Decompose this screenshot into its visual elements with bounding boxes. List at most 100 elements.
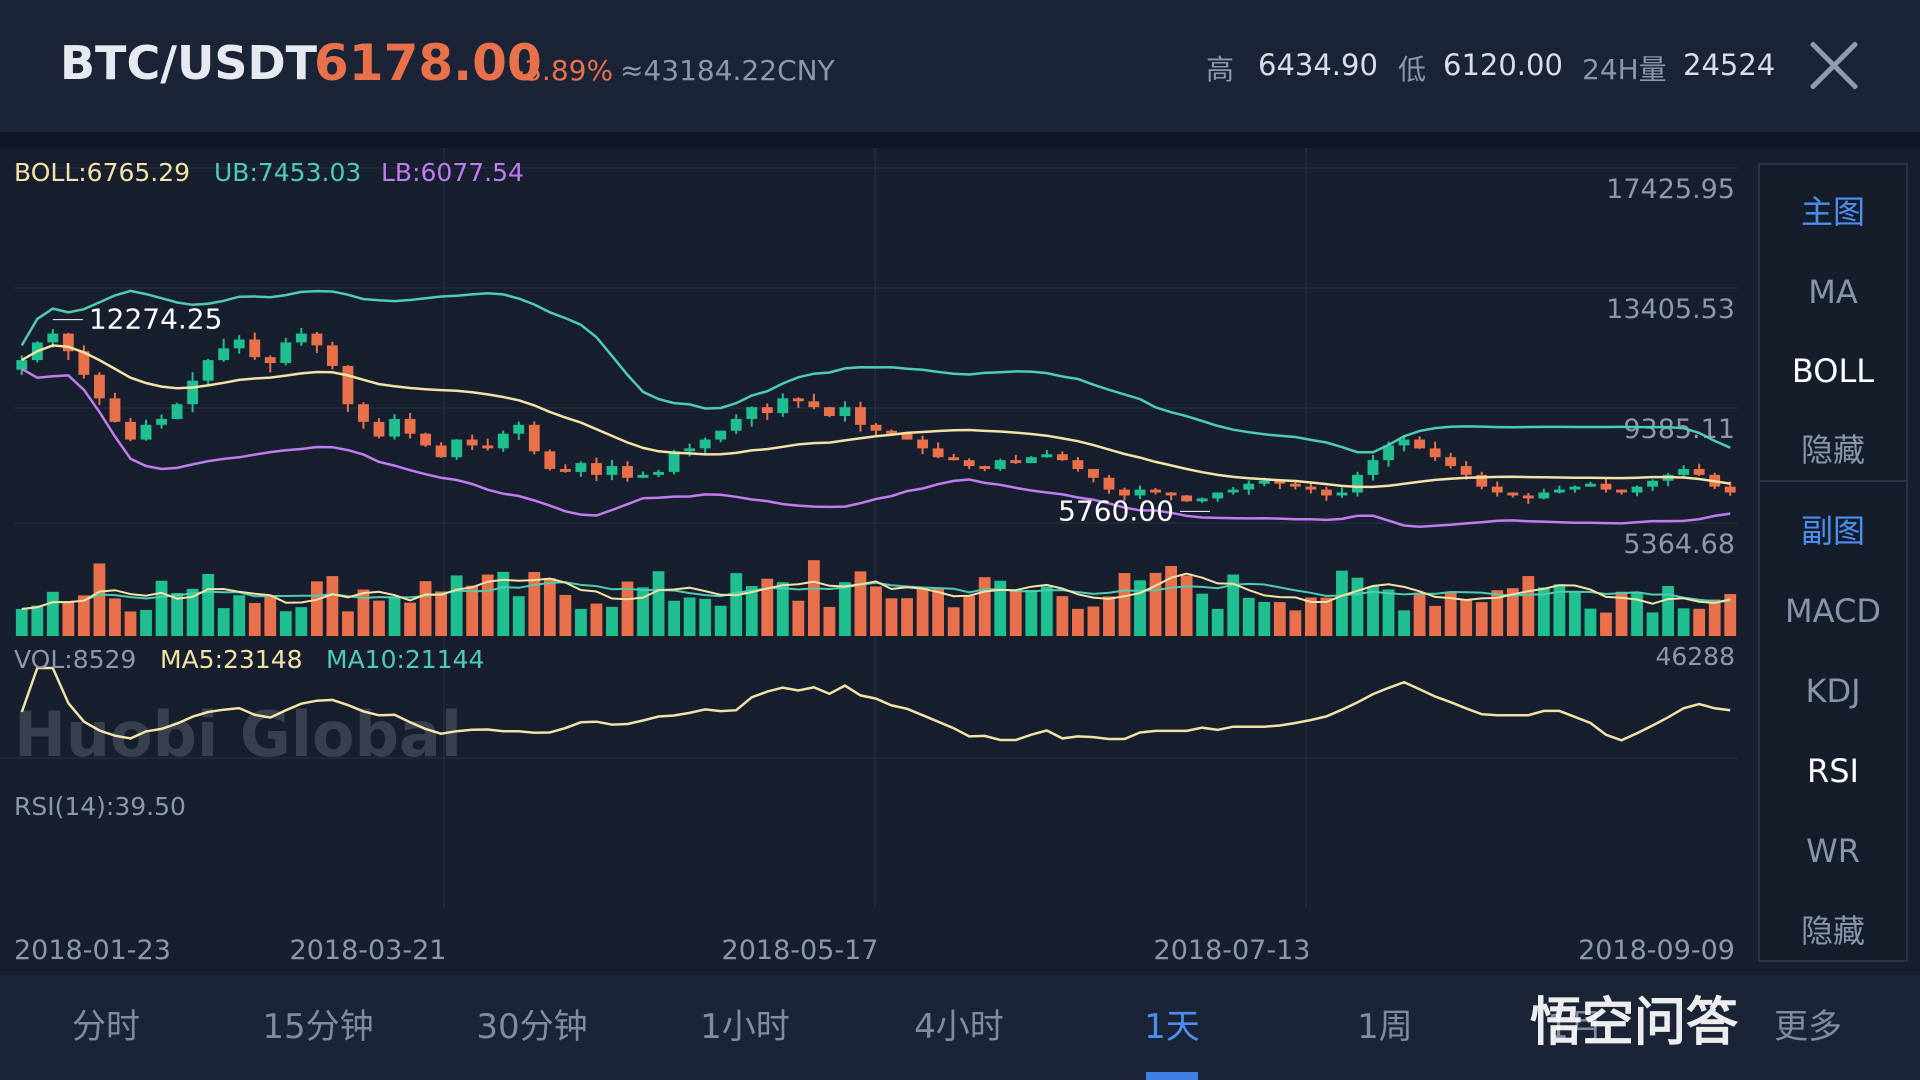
volume-bar xyxy=(1444,591,1457,636)
volume-bar xyxy=(342,611,354,636)
candle-body xyxy=(653,471,664,475)
volume-bar xyxy=(1569,591,1581,636)
candle-body xyxy=(1553,489,1565,493)
volume-bar xyxy=(807,560,820,636)
main-hide[interactable]: 隐藏 xyxy=(1800,431,1865,469)
tab-timeshare[interactable]: 分时 xyxy=(72,1007,140,1047)
volume-bar xyxy=(1040,586,1053,636)
volume-bar xyxy=(1600,612,1612,636)
volume-bar xyxy=(885,598,898,636)
volume-bar xyxy=(1429,605,1442,636)
candle-body xyxy=(1336,492,1348,496)
volume-bar xyxy=(1351,577,1364,636)
candle-body xyxy=(233,339,245,349)
volume-bar xyxy=(574,608,587,636)
volume-bar xyxy=(994,580,1007,636)
candle-body xyxy=(497,433,509,449)
boll-mid-line xyxy=(21,344,1731,489)
candle-body xyxy=(1134,489,1146,496)
volume-bar xyxy=(1646,612,1659,636)
volume-bar xyxy=(683,597,696,636)
volume-bar xyxy=(1537,587,1550,636)
max-price-annotation: 12274.25 xyxy=(89,303,223,336)
candle-body xyxy=(311,333,323,346)
candle-body xyxy=(1522,495,1534,499)
candle-body xyxy=(1320,489,1332,496)
candle-body xyxy=(948,457,960,461)
sub-hide[interactable]: 隐藏 xyxy=(1800,912,1865,950)
volume-bar xyxy=(1103,596,1115,636)
candle-body xyxy=(994,460,1006,469)
candle-body xyxy=(855,407,866,425)
volume-bar xyxy=(46,591,59,636)
volume-bar xyxy=(124,611,137,636)
tab-more[interactable]: 更多 xyxy=(1774,1007,1842,1047)
volume-bar xyxy=(1398,610,1410,636)
candle-body xyxy=(1072,460,1084,469)
indicator-ma[interactable]: MA xyxy=(1808,273,1858,311)
volume-bar xyxy=(1413,592,1426,636)
candle-body xyxy=(668,451,680,472)
cny-equivalent: ≈43184.22CNY xyxy=(620,54,835,87)
volume-bar xyxy=(1367,586,1379,636)
tab-1hour[interactable]: 1小时 xyxy=(700,1007,790,1047)
tab-15min[interactable]: 15分钟 xyxy=(262,1007,374,1047)
candle-body xyxy=(808,401,820,408)
volume-bar xyxy=(621,581,634,636)
volume-bar xyxy=(1009,589,1022,636)
header-divider xyxy=(0,132,1920,148)
candle-body xyxy=(125,421,136,440)
candle-body xyxy=(1460,466,1472,475)
volume-bar xyxy=(1662,586,1675,636)
volume-bar xyxy=(1149,572,1162,636)
indicator-macd[interactable]: MACD xyxy=(1785,592,1881,630)
main-chart-header[interactable]: 主图 xyxy=(1800,193,1865,231)
kline-chart[interactable]: 17425.95 13405.53 9385.11 5364.68 46288 2018-… xyxy=(0,148,1755,975)
chart-area[interactable]: 17425.95 13405.53 9385.11 5364.68 46288 2018-… xyxy=(0,148,1755,975)
volume-bar xyxy=(528,572,541,636)
candle-body xyxy=(1103,477,1115,490)
candle-body xyxy=(886,430,897,434)
volume-bar xyxy=(1615,591,1628,636)
price-change-percent: -3.89% xyxy=(514,54,614,87)
close-icon[interactable] xyxy=(1806,38,1862,94)
candle-body xyxy=(1538,492,1550,499)
candle-body xyxy=(358,404,369,422)
indicator-kdj[interactable]: KDJ xyxy=(1805,672,1861,710)
volume-bar xyxy=(1631,592,1643,636)
tab-4hour[interactable]: 4小时 xyxy=(914,1007,1004,1047)
rsi-line xyxy=(20,666,1731,742)
indicator-rsi[interactable]: RSI xyxy=(1807,752,1859,790)
sub-chart-header[interactable]: 副图 xyxy=(1800,512,1865,550)
volume-bar xyxy=(1506,588,1519,636)
candle-body xyxy=(420,433,432,446)
volume-bar xyxy=(699,598,712,636)
volume-bar xyxy=(606,606,618,636)
candle-body xyxy=(249,339,261,358)
candle-body xyxy=(202,360,214,381)
volume-bar xyxy=(1382,589,1395,636)
candle-body xyxy=(715,430,727,440)
volume-bar xyxy=(637,587,649,636)
tab-1month[interactable]: 1月 xyxy=(1547,1007,1603,1047)
price-tick-label: 5364.68 xyxy=(1623,529,1735,560)
tab-1week[interactable]: 1周 xyxy=(1357,1007,1413,1047)
indicator-wr[interactable]: WR xyxy=(1806,832,1860,870)
volume-bar xyxy=(435,591,448,636)
candle-body xyxy=(1243,483,1255,490)
candle-body xyxy=(1212,492,1224,499)
candle-body xyxy=(1647,480,1659,487)
tab-30min[interactable]: 30分钟 xyxy=(476,1007,588,1047)
indicator-boll[interactable]: BOLL xyxy=(1791,352,1875,390)
candle-body xyxy=(730,418,742,431)
candle-body xyxy=(1305,486,1317,490)
candle-body xyxy=(435,445,447,458)
volume-bar xyxy=(1211,608,1224,636)
tab-1day[interactable]: 1天 xyxy=(1144,1007,1200,1047)
candle-body xyxy=(1119,489,1130,496)
candle-body xyxy=(404,418,416,434)
timeframe-tabs: 分时 15分钟 30分钟 1小时 4小时 1天 1周 1月 更多 xyxy=(0,975,1920,1080)
volume-bar xyxy=(1460,599,1473,636)
volume-bar xyxy=(109,598,121,636)
candle-body xyxy=(109,398,121,422)
